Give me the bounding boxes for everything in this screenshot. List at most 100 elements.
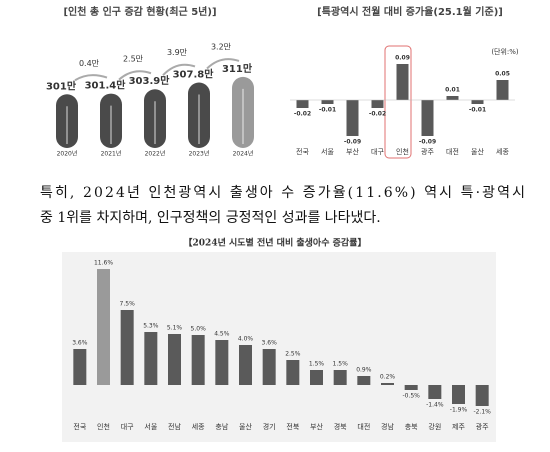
value-label: 0.2% [380, 374, 396, 381]
x-tick-label: 경북 [334, 422, 347, 431]
value-label: -1.4% [426, 402, 444, 409]
x-tick-label: 인천 [97, 422, 110, 431]
x-tick-label: 2023년 [189, 150, 210, 158]
value-label: -0.01 [469, 107, 486, 114]
bar [452, 385, 465, 404]
bar [475, 385, 489, 406]
value-label: 0.9% [356, 367, 372, 374]
highlight-box [384, 45, 412, 159]
bar [428, 385, 442, 399]
value-label: -1.9% [450, 407, 468, 414]
paragraph-line: 중 1위를 차지하며, 인구정책의 긍정적인 성과를 나타냈다. [40, 210, 381, 226]
bar [286, 360, 300, 385]
value-label: 0.05 [495, 71, 510, 78]
value-label: 4.0% [238, 336, 254, 343]
value-label: 301.4만 [85, 79, 127, 92]
bar [371, 100, 384, 108]
bar [73, 349, 87, 385]
change-arrow [162, 63, 196, 76]
x-tick-label: 2022년 [145, 150, 166, 158]
x-tick-label: 서울 [321, 147, 334, 156]
x-tick-label: 충북 [405, 422, 418, 431]
value-label: -0.5% [402, 393, 420, 400]
change-label: 2.5만 [123, 55, 144, 64]
x-tick-label: 2024년 [233, 150, 254, 158]
bar [144, 332, 158, 385]
value-label: 3.6% [262, 340, 278, 347]
bar [471, 100, 484, 104]
change-arrow [118, 70, 152, 81]
x-tick-label: 경남 [381, 422, 394, 431]
bar [404, 385, 418, 390]
paragraph-line: 특히, 2024년 인천광역시 출생아 수 증가율(11.6%) 역시 특·광역… [40, 185, 525, 201]
value-label: 1.5% [309, 361, 325, 368]
value-label: 5.3% [143, 323, 159, 330]
value-label: 1.5% [333, 361, 349, 368]
value-label: -0.02 [369, 111, 386, 118]
chart-title: 【2024년 시도별 전년 대비 출생아수 증감률】 [184, 237, 367, 249]
unit-label: (단위:%) [491, 47, 519, 56]
x-tick-label: 대구 [371, 148, 384, 156]
value-label: 303.9만 [129, 74, 171, 87]
x-tick-label: 광주 [421, 148, 434, 156]
x-tick-label: 세종 [192, 422, 205, 431]
bar [215, 340, 229, 385]
x-tick-label: 광주 [476, 423, 489, 431]
x-tick-label: 대전 [357, 422, 370, 431]
bar [381, 383, 394, 385]
value-label: 0.09 [395, 55, 410, 62]
x-tick-label: 울산 [471, 147, 484, 156]
bar [120, 310, 134, 385]
value-label: 4.5% [214, 331, 230, 338]
change-label: 3.9만 [167, 48, 188, 57]
value-label: 3.6% [72, 340, 88, 347]
bar [421, 100, 434, 136]
bar [97, 269, 110, 385]
value-label: 11.6% [94, 260, 113, 267]
x-tick-label: 부산 [346, 147, 359, 156]
chart-title: [특광역시 전월 대비 증가율(25.1월 기준)] [317, 5, 503, 18]
chart-title: [인천 총 인구 증감 현황(최근 5년)] [63, 5, 216, 18]
x-tick-label: 제주 [452, 423, 465, 431]
x-tick-label: 서울 [144, 422, 157, 431]
bar [321, 100, 334, 104]
x-tick-label: 전국 [73, 422, 86, 431]
value-label: 0.01 [445, 87, 460, 94]
value-label: -0.09 [419, 139, 436, 146]
x-tick-label: 대구 [121, 423, 134, 431]
x-tick-label: 경기 [263, 422, 276, 431]
bar [168, 334, 181, 385]
value-label: 5.1% [167, 325, 183, 332]
chart-panel [62, 252, 496, 442]
value-label: 2.5% [285, 351, 301, 358]
bar [239, 345, 252, 385]
x-tick-label: 세종 [496, 147, 509, 156]
x-tick-label: 강원 [428, 422, 441, 431]
bar [396, 64, 409, 100]
x-tick-label: 전북 [286, 422, 299, 431]
bar [496, 80, 509, 100]
bar [357, 376, 371, 385]
value-label: -0.01 [319, 107, 336, 114]
change-label: 0.4만 [79, 59, 100, 68]
bar [310, 370, 323, 385]
value-label: -2.1% [473, 409, 491, 416]
x-tick-label: 울산 [239, 422, 252, 431]
x-tick-label: 대전 [446, 147, 459, 156]
change-label: 3.2만 [211, 42, 232, 51]
bar [446, 96, 459, 100]
value-label: -0.02 [294, 111, 311, 118]
x-tick-label: 전남 [168, 422, 181, 431]
bar [296, 100, 309, 108]
x-tick-label: 2021년 [101, 150, 122, 158]
x-tick-label: 인천 [396, 147, 409, 156]
value-label: 7.5% [120, 301, 136, 308]
value-label: 301만 [46, 79, 77, 92]
bar [191, 335, 205, 385]
bar [262, 349, 276, 385]
value-label: 311만 [222, 62, 253, 75]
change-arrow [74, 74, 108, 82]
value-label: -0.09 [344, 139, 361, 146]
